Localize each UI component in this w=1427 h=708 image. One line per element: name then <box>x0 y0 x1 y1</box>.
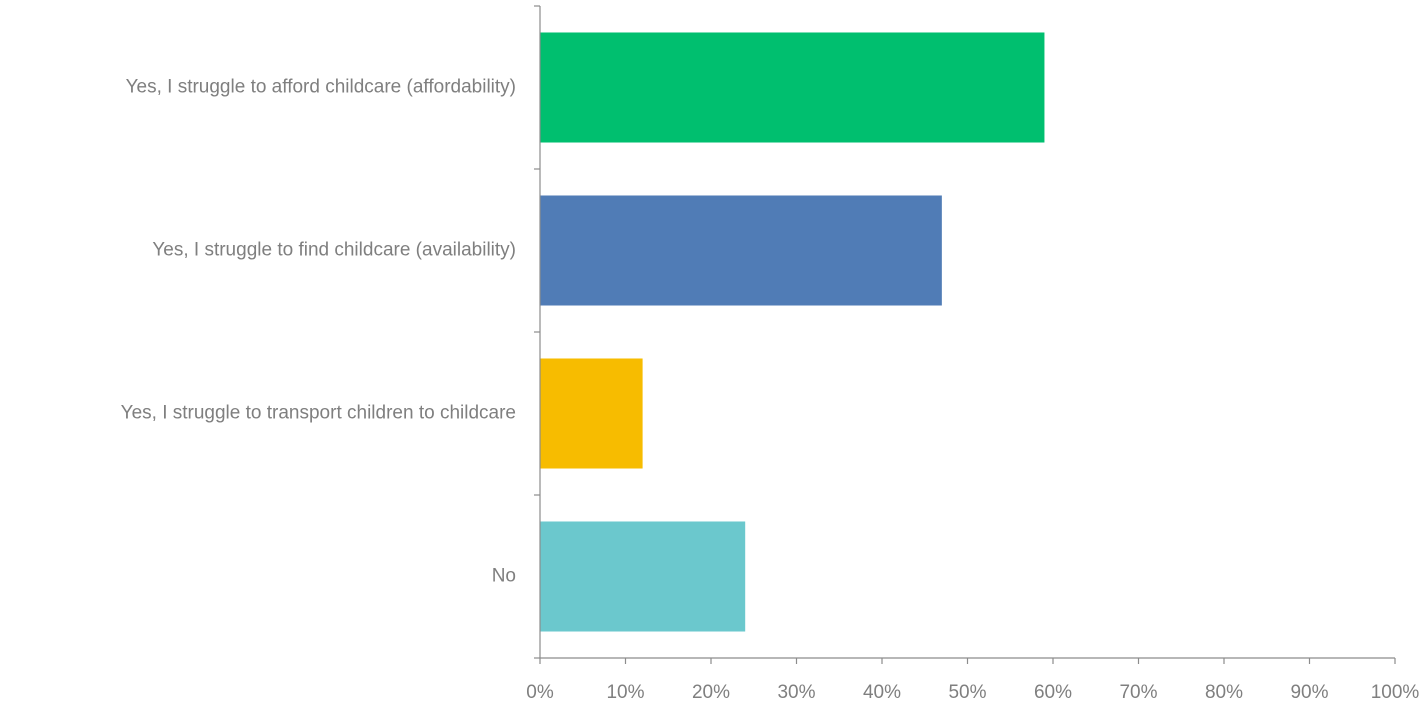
x-tick-label: 60% <box>1034 682 1072 703</box>
x-tick-label: 20% <box>692 682 730 703</box>
labels-layer: Yes, I struggle to afford childcare (aff… <box>121 77 1420 703</box>
bar-4 <box>540 521 746 632</box>
x-tick-label: 0% <box>526 682 554 703</box>
category-label: Yes, I struggle to transport children to… <box>121 403 516 424</box>
x-tick-label: 30% <box>777 682 815 703</box>
bar-3 <box>540 358 643 469</box>
axes-layer <box>534 5 1396 664</box>
x-tick-label: 50% <box>948 682 986 703</box>
x-tick-label: 10% <box>606 682 644 703</box>
bars-layer <box>540 32 1045 632</box>
bar-1 <box>540 32 1045 143</box>
category-label: No <box>492 566 516 587</box>
category-label: Yes, I struggle to find childcare (avail… <box>152 240 516 261</box>
category-label: Yes, I struggle to afford childcare (aff… <box>126 77 516 98</box>
x-tick-label: 100% <box>1371 682 1420 703</box>
x-tick-label: 70% <box>1119 682 1157 703</box>
bar-2 <box>540 195 942 306</box>
x-tick-label: 90% <box>1290 682 1328 703</box>
x-tick-label: 40% <box>863 682 901 703</box>
x-tick-label: 80% <box>1205 682 1243 703</box>
